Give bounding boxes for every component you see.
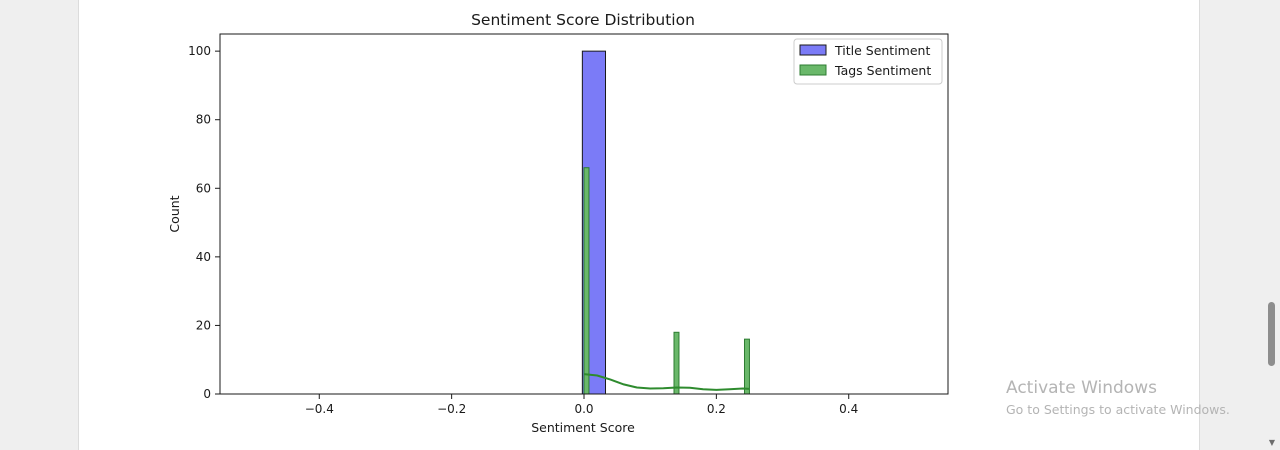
kde-curve-tags xyxy=(583,373,750,391)
chart-title: Sentiment Score Distribution xyxy=(471,11,695,29)
legend-box xyxy=(793,38,943,85)
y-tick-label: 80 xyxy=(196,113,211,127)
bar-tags-0 xyxy=(583,167,590,395)
y-tick-label: 60 xyxy=(196,181,211,195)
x-tick-label: −0.2 xyxy=(437,402,466,416)
y-tick-label: 20 xyxy=(196,318,211,332)
y-tick-label: 40 xyxy=(196,250,211,264)
y-tick-label: 0 xyxy=(203,387,211,401)
plot-area xyxy=(253,50,915,395)
x-axis: −0.4 −0.2 0.0 0.2 0.4 xyxy=(305,394,858,416)
scrollbar-thumb[interactable] xyxy=(1268,302,1275,366)
activate-windows-subtitle: Go to Settings to activate Windows. xyxy=(1006,402,1230,417)
scroll-down-arrow-icon[interactable]: ▼ xyxy=(1268,438,1276,447)
legend-swatch xyxy=(799,64,827,76)
scrollbar-track[interactable] xyxy=(1262,0,1280,450)
x-tick-label: 0.4 xyxy=(839,402,858,416)
y-axis-label: Count xyxy=(167,195,182,232)
y-tick-label: 100 xyxy=(188,44,211,58)
bar-tags-2 xyxy=(743,338,750,395)
x-tick-label: 0.2 xyxy=(707,402,726,416)
x-axis-label: Sentiment Score xyxy=(531,420,635,435)
legend-label: Title Sentiment xyxy=(834,43,930,58)
legend-label: Tags Sentiment xyxy=(834,63,931,78)
bar-tags-1 xyxy=(673,331,680,395)
x-tick-label: −0.4 xyxy=(305,402,334,416)
x-tick-label: 0.0 xyxy=(574,402,593,416)
legend-swatch xyxy=(799,44,827,56)
y-axis: 0 20 40 60 80 100 xyxy=(188,44,220,401)
activate-windows-title: Activate Windows xyxy=(1006,378,1157,398)
legend: Title Sentiment Tags Sentiment xyxy=(793,38,943,85)
notebook-output-card xyxy=(78,0,1200,450)
